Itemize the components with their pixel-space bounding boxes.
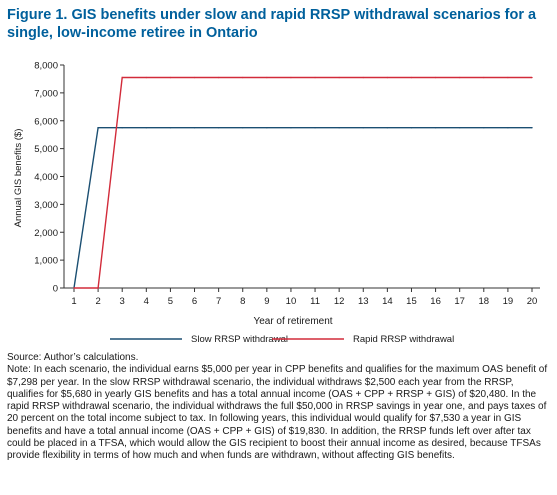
data-point xyxy=(362,127,364,129)
series-line-rapid xyxy=(74,76,532,289)
x-tick-label: 9 xyxy=(264,296,269,307)
data-point xyxy=(483,76,485,79)
data-point xyxy=(169,76,172,79)
data-point xyxy=(169,127,172,129)
series-line-slow xyxy=(73,126,532,289)
y-tick-label: 3,000 xyxy=(34,200,58,211)
x-tick-label: 18 xyxy=(479,296,490,307)
source-text: Source: Author’s calculations. xyxy=(7,352,139,363)
data-point xyxy=(314,76,316,79)
y-tick-label: 5,000 xyxy=(34,144,58,155)
data-point xyxy=(97,287,99,289)
data-point xyxy=(386,127,389,129)
y-tick-label: 2,000 xyxy=(34,228,58,239)
data-point xyxy=(531,76,533,79)
data-point xyxy=(362,76,364,79)
x-axis-label: Year of retirement xyxy=(253,316,332,327)
data-point xyxy=(242,76,244,79)
x-tick-label: 1 xyxy=(71,296,76,307)
data-point xyxy=(338,127,340,129)
x-tick-label: 4 xyxy=(144,296,149,307)
x-tick-label: 3 xyxy=(120,296,125,307)
data-point xyxy=(121,127,123,129)
figure-notes: Source: Author’s calculations. Note: In … xyxy=(7,352,552,463)
line-chart: 0 1,000 2,000 3,000 4,000 5,000 6,000 7,000 8,00… xyxy=(13,61,540,345)
data-point xyxy=(266,76,268,79)
data-point xyxy=(386,76,389,79)
y-tick-label: 6,000 xyxy=(34,116,58,127)
x-tick-label: 12 xyxy=(334,296,345,307)
data-point xyxy=(458,127,461,129)
data-point xyxy=(507,127,509,129)
y-tick-label: 0 xyxy=(53,284,58,295)
legend-label-slow: Slow RRSP withdrawal xyxy=(191,334,288,345)
data-point xyxy=(290,76,292,79)
y-tick-label: 1,000 xyxy=(34,256,58,267)
data-point xyxy=(145,76,148,79)
data-point xyxy=(410,127,413,129)
x-tick-label: 7 xyxy=(216,296,221,307)
data-point xyxy=(434,127,437,129)
legend-label-rapid: Rapid RRSP withdrawal xyxy=(353,334,454,345)
x-tick-label: 6 xyxy=(192,296,197,307)
data-point xyxy=(97,127,99,129)
y-tick-label: 4,000 xyxy=(34,172,58,183)
data-point xyxy=(145,127,148,129)
x-tick-label: 15 xyxy=(406,296,417,307)
x-tick-label: 8 xyxy=(240,296,245,307)
x-tick-label: 14 xyxy=(382,296,393,307)
y-axis: 0 1,000 2,000 3,000 4,000 5,000 6,000 7,000 8,00… xyxy=(34,61,65,295)
y-tick-label: 8,000 xyxy=(34,61,58,72)
data-point xyxy=(290,127,292,129)
x-tick-label: 10 xyxy=(286,296,297,307)
data-point xyxy=(483,127,485,129)
data-point xyxy=(338,76,340,79)
note-text: Note: In each scenario, the individual e… xyxy=(7,364,548,462)
figure-title: Figure 1. GIS benefits under slow and ra… xyxy=(7,7,537,41)
data-point xyxy=(507,76,509,79)
x-tick-label: 16 xyxy=(430,296,441,307)
data-point xyxy=(434,76,437,79)
data-point xyxy=(193,76,196,79)
data-point xyxy=(458,76,461,79)
x-tick-label: 5 xyxy=(168,296,173,307)
data-point xyxy=(73,287,75,289)
data-point xyxy=(266,127,268,129)
chart-series xyxy=(73,76,533,289)
y-axis-label: Annual GIS benefits ($) xyxy=(13,129,24,228)
x-tick-label: 13 xyxy=(358,296,369,307)
data-point xyxy=(121,76,123,79)
x-tick-label: 11 xyxy=(310,296,320,307)
x-axis: 1 2 3 4 5 6 7 8 9 10 11 12 13 14 15 16 17 18 19 20 xyxy=(64,287,540,307)
data-point xyxy=(410,76,413,79)
data-point xyxy=(193,127,196,129)
data-point xyxy=(531,127,533,129)
data-point xyxy=(242,127,244,129)
x-tick-label: 19 xyxy=(503,296,514,307)
legend: Slow RRSP withdrawal Rapid RRSP withdraw… xyxy=(110,334,454,345)
y-tick-label: 7,000 xyxy=(34,88,58,99)
data-point xyxy=(314,127,316,129)
x-tick-label: 20 xyxy=(527,296,538,307)
data-point xyxy=(217,127,220,129)
x-tick-label: 2 xyxy=(95,296,100,307)
x-tick-label: 17 xyxy=(454,296,465,307)
data-point xyxy=(217,76,220,79)
